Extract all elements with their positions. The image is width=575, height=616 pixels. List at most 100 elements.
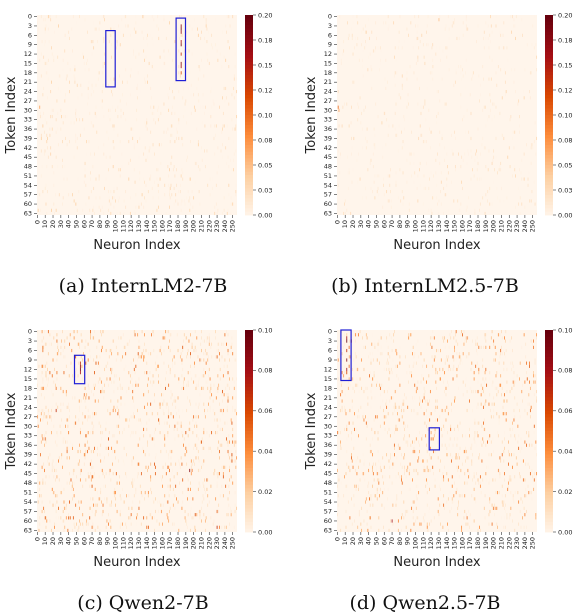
- heatmap-cell: [42, 437, 44, 441]
- heatmap-cell: [202, 386, 204, 391]
- heatmap-cell: [99, 377, 101, 381]
- heatmap-cell: [169, 333, 171, 337]
- colorbar-segment: [545, 165, 553, 169]
- heatmap-cell: [459, 446, 461, 450]
- heatmap-cell: [99, 453, 101, 457]
- heatmap-cell: [194, 374, 196, 378]
- heatmap-cell: [136, 86, 138, 91]
- heatmap-cell: [143, 36, 145, 41]
- heatmap-cell: [160, 509, 162, 514]
- heatmap-cell: [69, 90, 70, 94]
- heatmap-cell: [102, 83, 104, 87]
- heatmap-cell: [180, 43, 182, 47]
- heatmap-cell: [446, 453, 448, 457]
- heatmap-cell: [358, 434, 359, 438]
- heatmap-cell: [408, 208, 410, 212]
- x-tick-label: 230: [513, 537, 521, 549]
- heatmap-cell: [405, 440, 407, 444]
- heatmap-cell: [459, 355, 461, 359]
- heatmap-cell: [423, 519, 425, 523]
- heatmap-cell: [506, 399, 508, 403]
- heatmap-cell: [173, 186, 175, 191]
- x-tick-label: 240: [221, 220, 229, 232]
- heatmap-cell: [232, 127, 234, 131]
- heatmap-cell: [484, 336, 486, 340]
- colorbar-segment: [245, 471, 253, 476]
- heatmap-cell: [449, 437, 451, 441]
- heatmap-cell: [118, 168, 120, 172]
- heatmap-cell: [47, 412, 49, 416]
- heatmap-cell: [214, 367, 216, 372]
- heatmap-cell: [94, 513, 96, 517]
- heatmap-cell: [476, 177, 478, 181]
- heatmap-cell: [512, 494, 514, 498]
- heatmap-cell: [178, 190, 180, 194]
- heatmap-cell: [372, 352, 373, 356]
- heatmap-cell: [354, 389, 355, 394]
- heatmap-cell: [413, 152, 415, 156]
- heatmap-cell: [39, 193, 41, 197]
- heatmap-cell: [501, 186, 502, 191]
- highlight-box: [428, 427, 441, 451]
- heatmap-cell: [72, 330, 74, 334]
- heatmap-cell: [218, 383, 220, 387]
- heatmap-cell: [463, 342, 465, 346]
- heatmap-cell: [102, 503, 104, 507]
- heatmap-cell: [400, 484, 402, 488]
- heatmap-cell: [56, 443, 58, 447]
- x-tick-label: 120: [427, 220, 435, 232]
- heatmap-cell: [471, 462, 473, 466]
- heatmap-cell: [388, 528, 390, 533]
- heatmap-cell: [211, 484, 213, 488]
- heatmap-cell: [44, 186, 46, 191]
- heatmap-cell: [236, 211, 238, 216]
- heatmap-cell: [363, 367, 365, 372]
- heatmap-cell: [47, 77, 49, 81]
- heatmap-cell: [149, 146, 151, 150]
- heatmap-cell: [426, 380, 427, 384]
- heatmap-cell: [183, 386, 184, 391]
- heatmap-cell: [157, 108, 159, 112]
- y-tick-label: 27: [324, 413, 332, 421]
- heatmap-cell: [399, 383, 401, 387]
- heatmap-cell: [530, 199, 532, 203]
- heatmap-cell: [129, 374, 131, 378]
- heatmap-cell: [79, 459, 80, 463]
- heatmap-cell: [346, 208, 348, 212]
- heatmap-cell: [488, 190, 490, 194]
- heatmap-cell: [175, 462, 177, 466]
- heatmap-cell: [340, 481, 342, 485]
- heatmap-cell: [457, 199, 459, 203]
- heatmap-cell: [379, 494, 380, 498]
- heatmap-cell: [94, 446, 95, 450]
- heatmap-cell: [485, 333, 487, 337]
- heatmap-cell: [389, 427, 391, 432]
- heatmap-cell: [395, 58, 397, 62]
- heatmap-cell: [204, 352, 206, 356]
- heatmap-cell: [158, 168, 159, 172]
- heatmap-cell: [351, 396, 352, 400]
- heatmap-cell: [54, 440, 56, 444]
- heatmap-cell: [60, 386, 62, 391]
- colorbar-segment: [545, 181, 553, 186]
- heatmap-cell: [231, 459, 233, 463]
- heatmap-cell: [438, 513, 440, 517]
- heatmap-cell: [379, 333, 381, 337]
- heatmap-cell: [513, 408, 515, 413]
- heatmap-cell: [122, 93, 123, 97]
- heatmap-cell: [153, 500, 155, 504]
- heatmap-cell: [137, 383, 139, 387]
- heatmap-cell: [178, 49, 180, 53]
- heatmap-cell: [150, 478, 152, 482]
- heatmap-cell: [145, 55, 147, 59]
- y-tick-label: 63: [324, 526, 332, 534]
- heatmap-cell: [444, 158, 445, 162]
- heatmap-cell: [343, 374, 345, 378]
- heatmap-cell: [201, 519, 202, 523]
- heatmap-cell: [426, 481, 428, 485]
- colorbar-segment: [545, 380, 553, 385]
- heatmap-cell: [206, 431, 208, 435]
- heatmap-cell: [471, 459, 473, 463]
- heatmap-cell: [442, 412, 444, 416]
- heatmap-cell: [419, 124, 421, 128]
